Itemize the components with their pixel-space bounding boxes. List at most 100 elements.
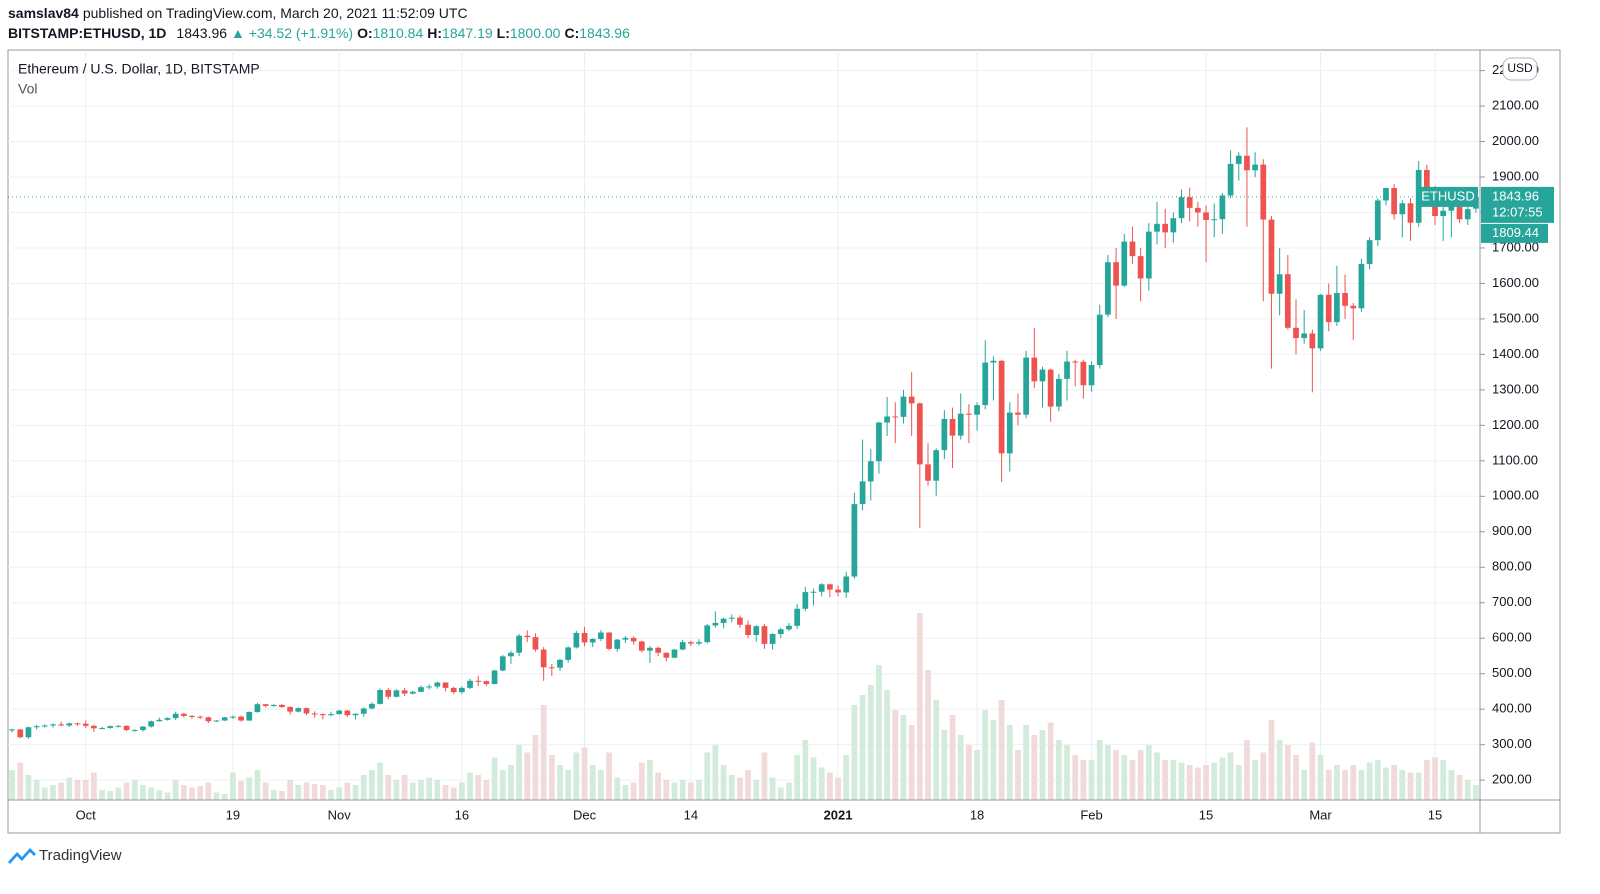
candle-body (450, 687, 457, 693)
volume-bar (916, 613, 923, 800)
volume-bar (1399, 770, 1406, 800)
candle-body (916, 403, 923, 465)
currency[interactable]: USD (1507, 61, 1533, 75)
candle-body (532, 637, 539, 650)
volume-bar (25, 775, 32, 800)
volume-bar (287, 780, 293, 800)
volume-bar (966, 745, 972, 800)
candle-body (1015, 412, 1021, 415)
volume-bar (1006, 725, 1013, 800)
x-tick-label: 14 (684, 807, 698, 822)
volume-bar (82, 780, 89, 800)
candle-body (140, 726, 146, 731)
volume-bar (859, 695, 866, 800)
currency-button[interactable]: USD (1502, 57, 1538, 81)
y-tick-label: 500.00 (1492, 665, 1532, 680)
symbol: BITSTAMP:ETHUSD, 1D (8, 25, 166, 41)
volume-bar (835, 777, 841, 800)
candle-body (172, 713, 179, 719)
volume-bar (221, 794, 228, 800)
volume-bar (262, 782, 269, 800)
volume-bar (1325, 770, 1332, 800)
volume-bar (810, 757, 817, 800)
candle-body (892, 416, 899, 418)
volume-bar (1317, 755, 1324, 800)
candle-body (1129, 241, 1136, 257)
candle-body (1309, 333, 1316, 349)
candle-body (524, 635, 531, 638)
brand-name: TradingView (39, 847, 122, 864)
volume-bar (712, 745, 719, 800)
volume-bar (1096, 740, 1103, 800)
candle-body (328, 714, 334, 716)
y-tick-label: 1000.00 (1492, 488, 1539, 503)
candle-body (499, 656, 506, 671)
candle-body (311, 713, 318, 715)
volume-bar (189, 787, 195, 800)
candle-body (614, 639, 621, 649)
volume-bar (426, 777, 433, 800)
volume-bar (377, 762, 383, 800)
candle-body (589, 638, 596, 643)
volume-bar (794, 755, 801, 800)
volume-bar (17, 762, 24, 800)
candle-body (1317, 294, 1324, 349)
candle-body (876, 422, 882, 462)
x-tick-label: 2021 (824, 807, 853, 822)
y-tick-label: 1300.00 (1492, 381, 1539, 396)
x-tick-label: Nov (328, 807, 352, 822)
volume-bar (728, 775, 735, 800)
volume-bar (148, 787, 154, 800)
volume-bar (900, 715, 907, 800)
volume-bar (1456, 775, 1463, 800)
brand: TradingView (8, 847, 122, 864)
candle-body (434, 682, 441, 687)
candle-body (369, 703, 375, 709)
candle-body (638, 641, 645, 651)
candle-body (1178, 197, 1185, 219)
candle-body (426, 686, 433, 688)
symbol-tag: ETHUSD (1421, 188, 1474, 203)
volume-bar (254, 770, 261, 800)
volume-bar (295, 785, 302, 800)
volume-bar (990, 720, 997, 800)
brand-logo (8, 848, 36, 864)
quote-value: 1843.96 (579, 25, 630, 41)
candle-body (941, 418, 948, 451)
volume-bar (949, 715, 956, 800)
prev-close-tag: 1809.44 (1492, 225, 1539, 240)
candle-body (287, 707, 293, 712)
candle-body (687, 642, 694, 644)
volume-bar (418, 780, 424, 800)
volume-bar (598, 770, 604, 800)
volume-bar (933, 700, 940, 800)
candle-body (1096, 314, 1103, 366)
candle-body (949, 418, 956, 436)
y-tick-label: 300.00 (1492, 736, 1532, 751)
price: 1843.96 (176, 25, 227, 41)
candle-body (131, 730, 138, 732)
candle-body (459, 687, 465, 693)
volume-bar (328, 790, 334, 800)
candle-body (262, 704, 269, 706)
candle-body (295, 708, 302, 712)
candle-body (720, 618, 727, 623)
volume-bar (499, 770, 506, 800)
volume-bar (409, 782, 416, 800)
volume-bar (745, 770, 751, 800)
y-tick-label: 800.00 (1492, 559, 1532, 574)
volume-bar (581, 747, 588, 800)
candle-body (818, 584, 825, 592)
volume-bar (1064, 745, 1070, 800)
volume-bar (434, 780, 441, 800)
prev-close-tag-bg (1481, 223, 1548, 243)
volume-bar (1235, 765, 1242, 800)
currency-button-bg[interactable] (1502, 57, 1538, 81)
volume-bar (1047, 722, 1054, 800)
volume-bar (884, 690, 890, 800)
candle-body (164, 718, 171, 720)
volume-bar (671, 782, 678, 800)
volume-bar (957, 735, 964, 800)
volume-bar (311, 784, 318, 800)
